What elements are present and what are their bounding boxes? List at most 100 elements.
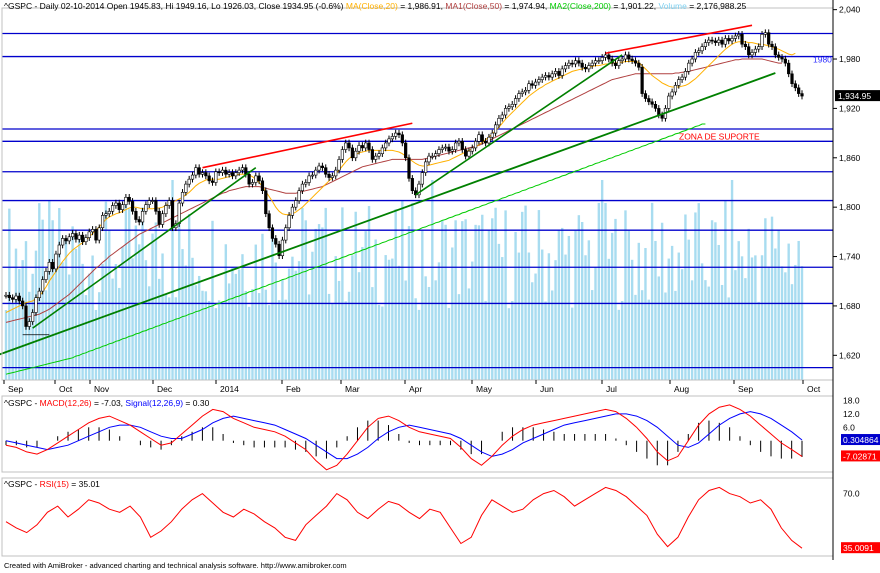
candle-body xyxy=(444,146,448,149)
volume-bar xyxy=(730,180,734,380)
volume-bar xyxy=(264,289,267,380)
candle-body xyxy=(557,71,561,76)
price-tick-label: 1,800 xyxy=(839,202,861,212)
rsi-line xyxy=(5,486,803,549)
volume-bar xyxy=(414,298,417,380)
candle-body xyxy=(364,142,368,149)
candle-body xyxy=(360,145,364,149)
x-tick-label: 2014 xyxy=(220,384,239,394)
volume-bar xyxy=(331,303,334,380)
volume-bar xyxy=(181,249,184,380)
volume-bar xyxy=(637,242,641,380)
candle-body xyxy=(450,149,454,152)
volume-bar xyxy=(204,291,208,380)
volume-bar xyxy=(481,214,484,380)
candle-body xyxy=(47,262,51,272)
candle-body xyxy=(717,39,721,43)
candle-body xyxy=(543,75,548,78)
candle-body xyxy=(690,58,694,64)
volume-bar xyxy=(437,262,441,380)
price-panel[interactable]: ZONA DE SUPORTE 1980 xyxy=(0,24,833,380)
candle-body xyxy=(257,175,261,182)
signal-legend: Signal(12,26,9) xyxy=(125,398,184,408)
candle-body xyxy=(713,40,718,43)
volume-bar xyxy=(487,230,491,380)
volume-bar xyxy=(281,279,284,380)
rsi-value-box xyxy=(841,542,880,554)
volume-bar xyxy=(657,276,660,380)
volume-bar xyxy=(604,202,607,380)
candle-body xyxy=(300,183,305,192)
volume-bar xyxy=(154,222,158,380)
volume-bar xyxy=(627,230,631,380)
candle-body xyxy=(427,155,431,163)
volume-bar xyxy=(557,230,561,380)
volume-bar xyxy=(201,290,204,380)
x-tick-label: Dec xyxy=(157,384,173,394)
volume-bar xyxy=(644,248,647,380)
volume-bar xyxy=(664,292,667,380)
candle-body xyxy=(124,196,128,205)
candle-body xyxy=(51,262,55,270)
candle-body xyxy=(617,60,621,66)
volume-bar xyxy=(94,309,98,380)
volume-bar xyxy=(597,202,601,380)
volume-bar xyxy=(194,285,198,380)
volume-bar xyxy=(291,256,294,380)
candle-body xyxy=(21,300,25,307)
candle-body xyxy=(693,52,698,60)
volume-bar xyxy=(431,180,434,380)
rsi-value: = 35.01 xyxy=(68,479,100,489)
x-tick-label: Jul xyxy=(606,384,617,394)
volume-bar xyxy=(474,224,477,380)
candle-body xyxy=(730,38,734,42)
rsi-tick-label: 70.0 xyxy=(843,489,860,499)
volume-bar xyxy=(367,206,371,380)
candle-body xyxy=(87,231,91,238)
candle-body xyxy=(197,167,201,175)
volume-bar xyxy=(740,256,744,380)
volume-bar xyxy=(467,288,471,380)
volume-bar xyxy=(124,202,128,380)
candle-body xyxy=(507,106,511,109)
volume-bar xyxy=(484,300,487,380)
volume-bar xyxy=(341,207,344,380)
macd-panel[interactable] xyxy=(5,404,803,471)
candle-body xyxy=(320,165,325,168)
candle-body xyxy=(487,136,491,144)
price-tick-label: 1,740 xyxy=(839,252,861,262)
candle-body xyxy=(370,149,374,160)
volume-bar xyxy=(461,221,464,380)
volume-bar xyxy=(424,276,427,380)
rsi-panel[interactable] xyxy=(5,486,803,549)
candle-body xyxy=(287,215,291,229)
candle-body xyxy=(583,66,588,70)
ma200-value: = 1,901.22, xyxy=(610,1,657,11)
candle-body xyxy=(780,57,784,60)
volume-bar xyxy=(567,235,571,380)
candle-body xyxy=(643,93,648,99)
candle-body xyxy=(384,142,388,149)
candle-body xyxy=(100,215,105,229)
candle-body xyxy=(763,32,767,35)
volume-bar xyxy=(74,248,78,380)
candle-body xyxy=(454,142,458,150)
x-tick-label: Sep xyxy=(8,384,23,394)
volume-bar xyxy=(131,258,134,380)
volume-bar xyxy=(247,306,251,380)
candle-body xyxy=(404,142,408,159)
candle-body xyxy=(457,141,461,144)
trendline-2 xyxy=(415,54,623,196)
volume-bar xyxy=(760,255,764,380)
candle-body xyxy=(177,202,181,224)
volume-bar xyxy=(744,278,747,380)
candle-body xyxy=(41,279,45,292)
volume-bar xyxy=(680,269,684,380)
volume-bar xyxy=(491,218,494,380)
candle-body xyxy=(607,54,611,60)
candle-body xyxy=(790,73,794,85)
candle-body xyxy=(500,114,504,119)
candle-body xyxy=(783,58,787,64)
volume-bar xyxy=(18,268,21,380)
ma20-line xyxy=(5,41,796,313)
